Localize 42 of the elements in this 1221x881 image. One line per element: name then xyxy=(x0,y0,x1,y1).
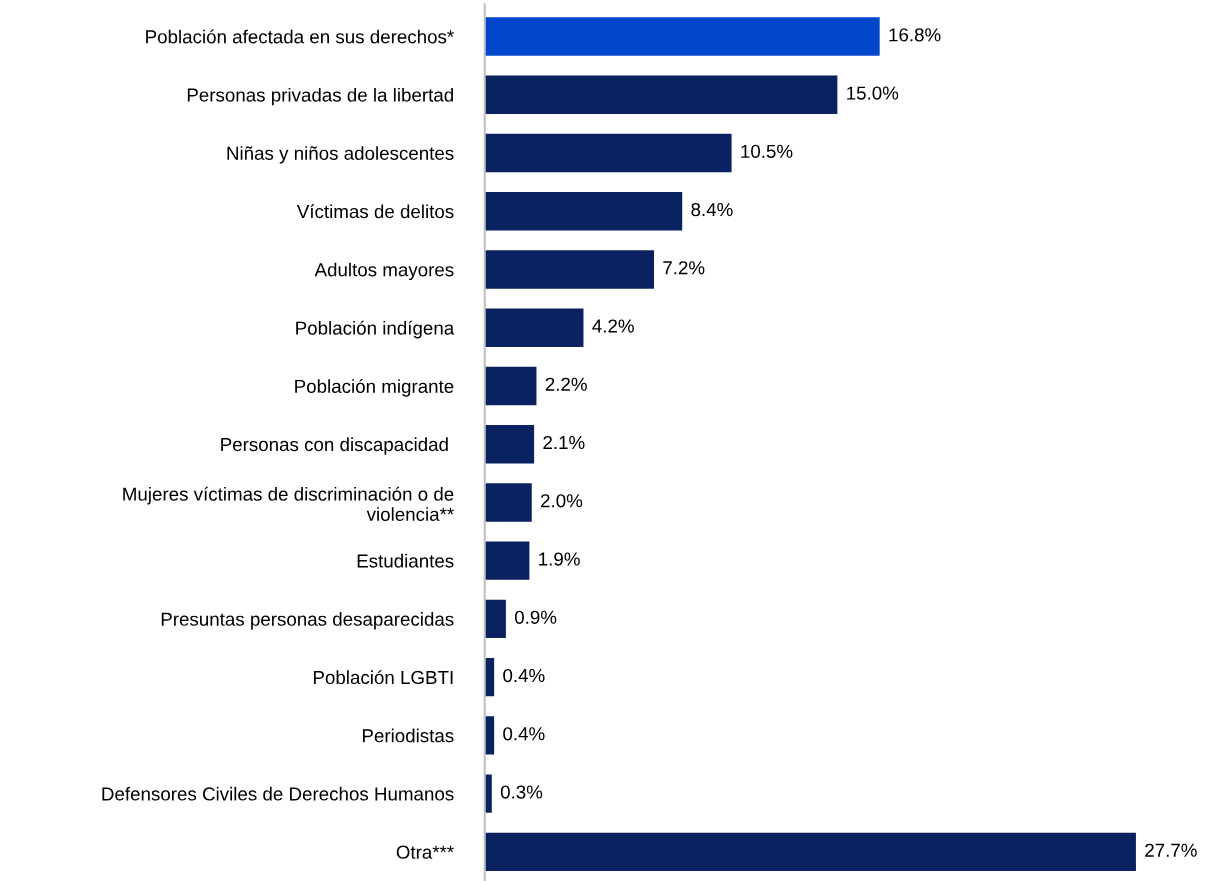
data-label: 0.9% xyxy=(514,610,557,624)
data-label: 0.4% xyxy=(503,668,545,683)
bar xyxy=(484,599,506,639)
bar xyxy=(484,191,683,231)
data-label: 0.4% xyxy=(503,727,545,741)
bar xyxy=(484,483,532,522)
y-tick-label: Población LGBTI xyxy=(313,670,453,685)
data-label: 8.4% xyxy=(691,202,733,217)
y-tick-label: Personas privadas de la libertad xyxy=(187,87,453,106)
y-tick-label: Personas con discapacidad xyxy=(221,437,448,455)
data-label: 1.9% xyxy=(539,552,580,566)
data-label: 2.1% xyxy=(543,435,585,450)
data-label: 2.2% xyxy=(545,377,587,391)
y-tick-label: Presuntas personas desaparecidas xyxy=(161,612,454,630)
y-tick-label: Población afectada en sus derechos* xyxy=(146,29,454,44)
y-tick-label: Periodistas xyxy=(362,728,454,743)
y-tick-label: Mujeres víctimas de discriminación o de violencia** xyxy=(123,486,454,521)
y-tick-label: Víctimas de delitos xyxy=(296,204,454,219)
y-tick-label: Estudiantes xyxy=(357,553,454,568)
y-tick-label: Población migrante xyxy=(295,379,454,397)
y-tick-label: Otra*** xyxy=(396,845,454,859)
data-label: 27.7% xyxy=(1145,843,1197,857)
data-label: 2.0% xyxy=(541,494,583,508)
bar xyxy=(484,366,537,406)
data-label: 10.5% xyxy=(741,144,793,158)
y-tick-label: Niñas y niños adolescentes xyxy=(227,146,454,164)
bar xyxy=(484,250,654,289)
bar xyxy=(484,133,732,173)
y-tick-label: Población indígena xyxy=(296,320,455,339)
data-label: 0.3% xyxy=(500,785,543,799)
bar xyxy=(484,541,530,580)
bar xyxy=(484,17,880,56)
data-label: 15.0% xyxy=(847,86,899,100)
bar xyxy=(484,308,584,347)
bar xyxy=(484,832,1136,872)
data-label: 16.8% xyxy=(889,28,941,42)
data-label: 7.2% xyxy=(663,261,705,275)
bar xyxy=(484,75,838,114)
y-tick-label: Defensores Civiles de Derechos Humanos xyxy=(102,786,454,801)
data-label: 4.2% xyxy=(592,319,634,333)
bar xyxy=(484,424,535,464)
y-tick-label: Adultos mayores xyxy=(314,262,454,281)
